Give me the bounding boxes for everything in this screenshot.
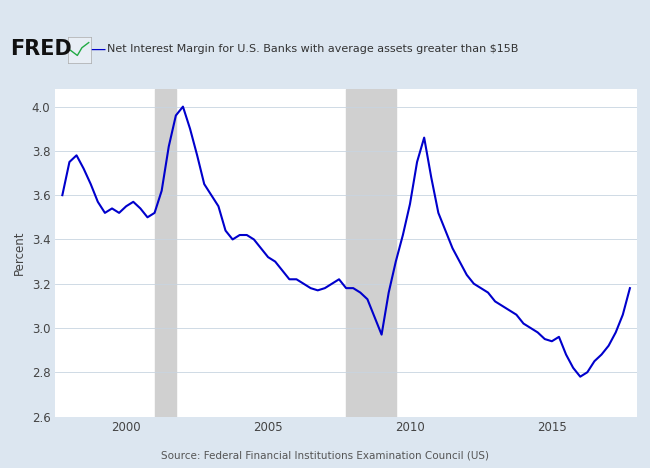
- Bar: [155, 89, 176, 417]
- Text: —: —: [90, 42, 105, 57]
- Text: Source: Federal Financial Institutions Examination Council (US): Source: Federal Financial Institutions E…: [161, 451, 489, 461]
- Text: FRED: FRED: [10, 39, 72, 59]
- Text: Net Interest Margin for U.S. Banks with average assets greater than $15B: Net Interest Margin for U.S. Banks with …: [107, 44, 519, 54]
- Y-axis label: Percent: Percent: [13, 230, 26, 275]
- Bar: [346, 89, 396, 417]
